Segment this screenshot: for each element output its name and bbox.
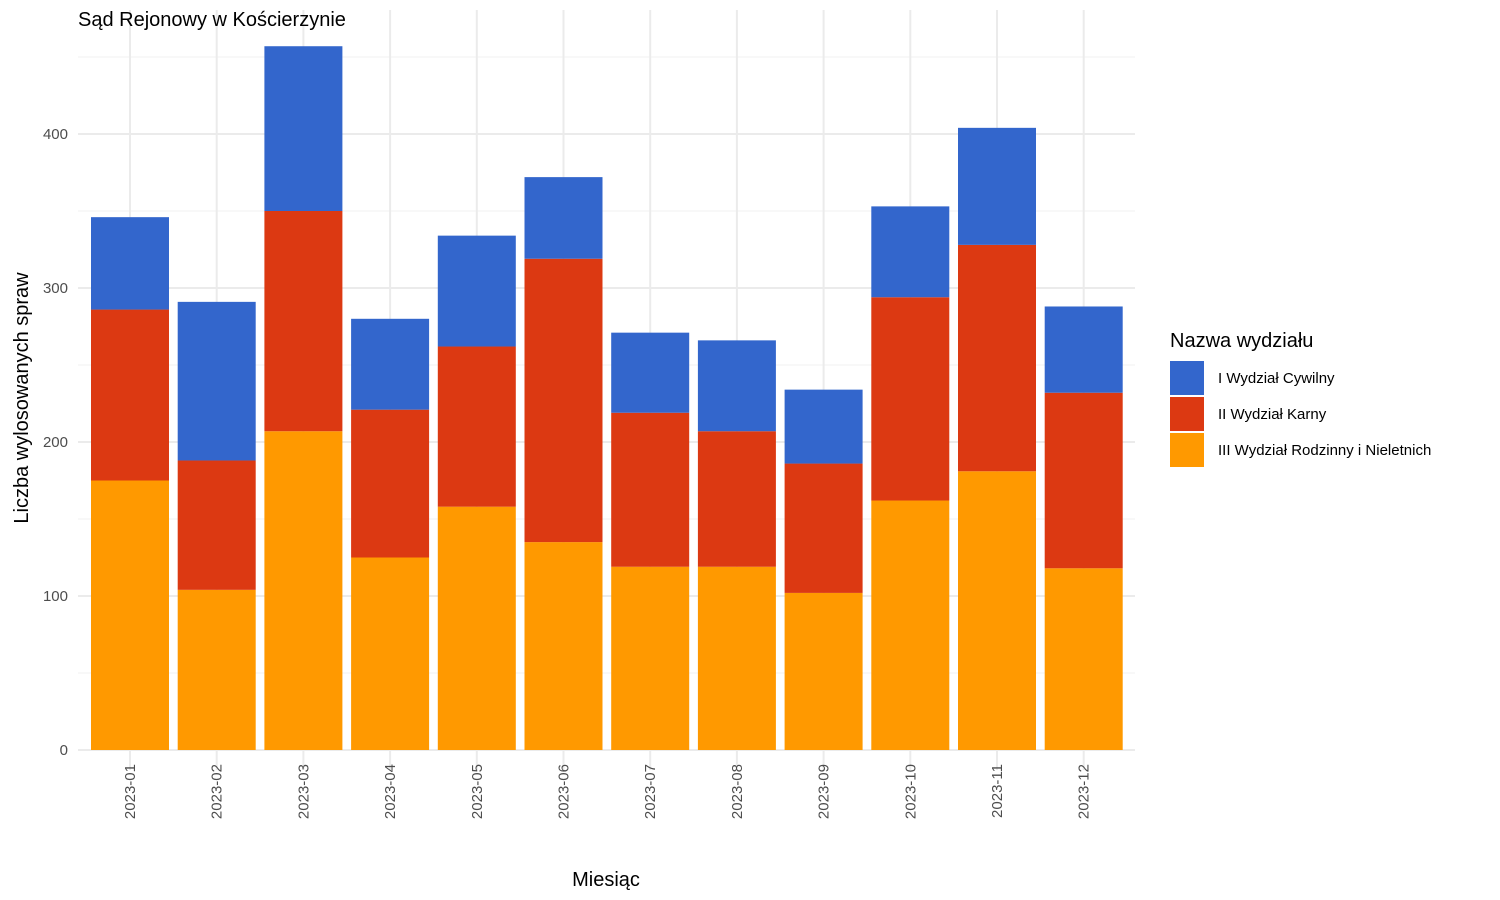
x-tick-label: 2023-03 (295, 764, 312, 819)
legend-label: II Wydział Karny (1218, 406, 1327, 423)
bar-segment (524, 258, 603, 543)
bar-segment (611, 332, 690, 413)
legend-label: III Wydział Rodzinny i Nieletnich (1218, 442, 1431, 459)
bar-segment (437, 506, 516, 750)
y-tick-label: 300 (43, 280, 68, 297)
bar-segment (264, 431, 343, 750)
legend-swatch (1170, 397, 1204, 431)
bar-segment (1044, 392, 1123, 569)
bar-segment (264, 46, 343, 211)
bar-segment (611, 566, 690, 750)
x-tick-label: 2023-08 (729, 764, 746, 819)
y-tick-label: 100 (43, 588, 68, 605)
bar-segment (697, 566, 776, 750)
legend-swatch (1170, 433, 1204, 467)
x-tick-label: 2023-10 (902, 764, 919, 819)
bar-segment (177, 589, 256, 750)
bar-segment (871, 297, 950, 501)
bar-segment (524, 177, 603, 259)
bar-segment (351, 557, 430, 750)
bar-segment (351, 318, 430, 410)
bar-segment (958, 471, 1036, 750)
bar-segment (784, 463, 863, 593)
bar-segment (91, 309, 169, 481)
bar-segment (958, 127, 1036, 245)
x-tick-label: 2023-01 (122, 764, 139, 819)
bar-segment (264, 211, 343, 432)
bar-segment (437, 346, 516, 507)
bar-segment (958, 244, 1036, 472)
bar-segment (177, 301, 256, 461)
bar-segment (1044, 568, 1123, 750)
bar-segment (697, 431, 776, 567)
bar-segment (871, 500, 950, 750)
x-axis-title: Miesiąc (572, 869, 640, 891)
x-tick-label: 2023-09 (816, 764, 833, 819)
y-tick-label: 400 (43, 126, 68, 143)
bar-segment (437, 235, 516, 347)
x-tick-label: 2023-12 (1076, 764, 1093, 819)
legend-swatch (1170, 361, 1204, 395)
bars-layer (91, 46, 1123, 750)
chart-title: Sąd Rejonowy w Kościerzynie (78, 9, 346, 31)
bar-segment (91, 217, 169, 310)
y-tick-label: 0 (60, 742, 68, 759)
axis-layer: 0 100 200 300 400 2023-01 2023-02 2023-03 2023-0… (43, 126, 1093, 819)
legend-title: Nazwa wydziału (1170, 330, 1313, 352)
x-tick-label: 2023-02 (209, 764, 226, 819)
x-tick-label: 2023-07 (642, 764, 659, 819)
bar-segment (697, 340, 776, 432)
bar-segment (1044, 306, 1123, 393)
x-tick-label: 2023-06 (556, 764, 573, 819)
legend-items: I Wydział Cywilny II Wydział Karny III Wyd… (1170, 361, 1431, 467)
legend: Nazwa wydziału I Wydział Cywilny II Wydzi… (1170, 330, 1431, 467)
bar-segment (871, 206, 950, 298)
bar-segment (91, 480, 169, 750)
y-axis-title: Liczba wylosowanych spraw (11, 272, 33, 524)
bar-segment (611, 412, 690, 567)
y-tick-label: 200 (43, 434, 68, 451)
legend-label: I Wydział Cywilny (1218, 370, 1335, 387)
bar-segment (351, 409, 430, 558)
x-tick-label: 2023-11 (989, 764, 1006, 818)
bar-segment (177, 460, 256, 590)
x-tick-label: 2023-04 (382, 764, 399, 819)
bar-segment (784, 389, 863, 464)
bar-segment (784, 592, 863, 750)
x-tick-label: 2023-05 (469, 764, 486, 819)
bar-segment (524, 542, 603, 750)
